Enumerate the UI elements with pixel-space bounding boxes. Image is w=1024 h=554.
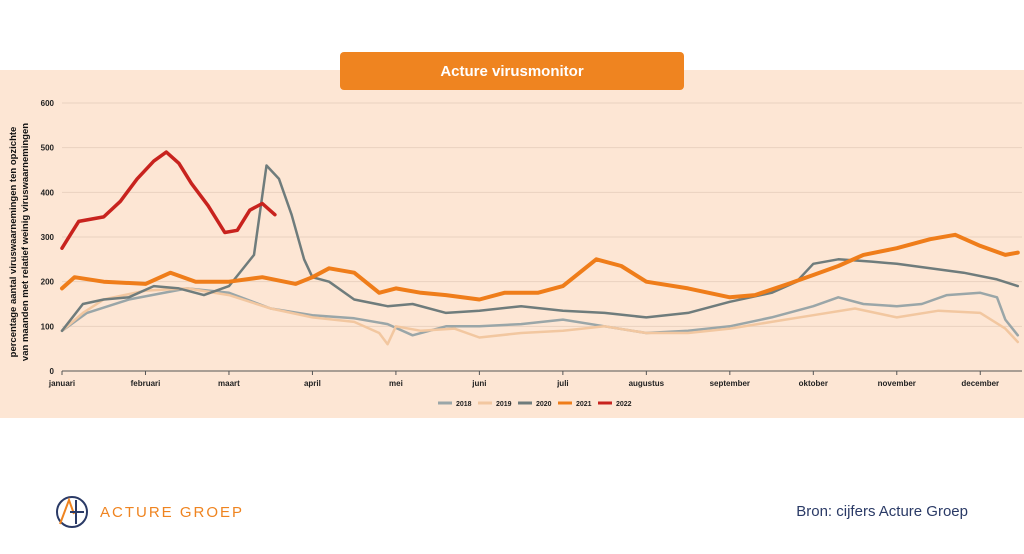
y-tick-label: 500 (41, 144, 55, 153)
legend-label-2019: 2019 (496, 401, 512, 408)
series-line-2021 (60, 232, 1020, 302)
y-tick-label: 600 (41, 99, 55, 108)
acture-logo-icon (56, 496, 88, 528)
series-line-2019 (60, 287, 1020, 346)
y-tick-label: 300 (41, 233, 55, 242)
y-tick-label: 400 (41, 188, 55, 197)
x-tick-label: april (304, 379, 321, 388)
x-tick-label: december (961, 379, 999, 388)
y-tick-label: 200 (41, 278, 55, 287)
x-tick-label: maart (218, 379, 240, 388)
series-line-2022 (60, 150, 277, 250)
legend-label-2021: 2021 (576, 401, 592, 408)
legend-label-2018: 2018 (456, 401, 472, 408)
x-tick-label: mei (389, 379, 403, 388)
chart-title: Acture virusmonitor (340, 52, 684, 90)
source-note: Bron: cijfers Acture Groep (796, 503, 968, 520)
x-tick-label: november (878, 379, 916, 388)
x-tick-label: oktober (799, 379, 828, 388)
chart-panel (0, 70, 1024, 418)
x-tick-label: februari (131, 379, 161, 388)
x-tick-label: september (710, 379, 750, 388)
y-tick-label: 100 (41, 322, 55, 331)
x-tick-label: juli (556, 379, 569, 388)
x-tick-label: augustus (629, 379, 665, 388)
legend-label-2020: 2020 (536, 401, 552, 408)
x-tick-label: juni (471, 379, 486, 388)
legend-label-2022: 2022 (616, 401, 632, 408)
series-line-2020 (60, 164, 1020, 333)
x-tick-label: januari (48, 379, 75, 388)
acture-logo: ACTURE GROEP (54, 494, 244, 530)
y-tick-label: 0 (50, 367, 55, 376)
logo-text: ACTURE GROEP (100, 503, 245, 521)
